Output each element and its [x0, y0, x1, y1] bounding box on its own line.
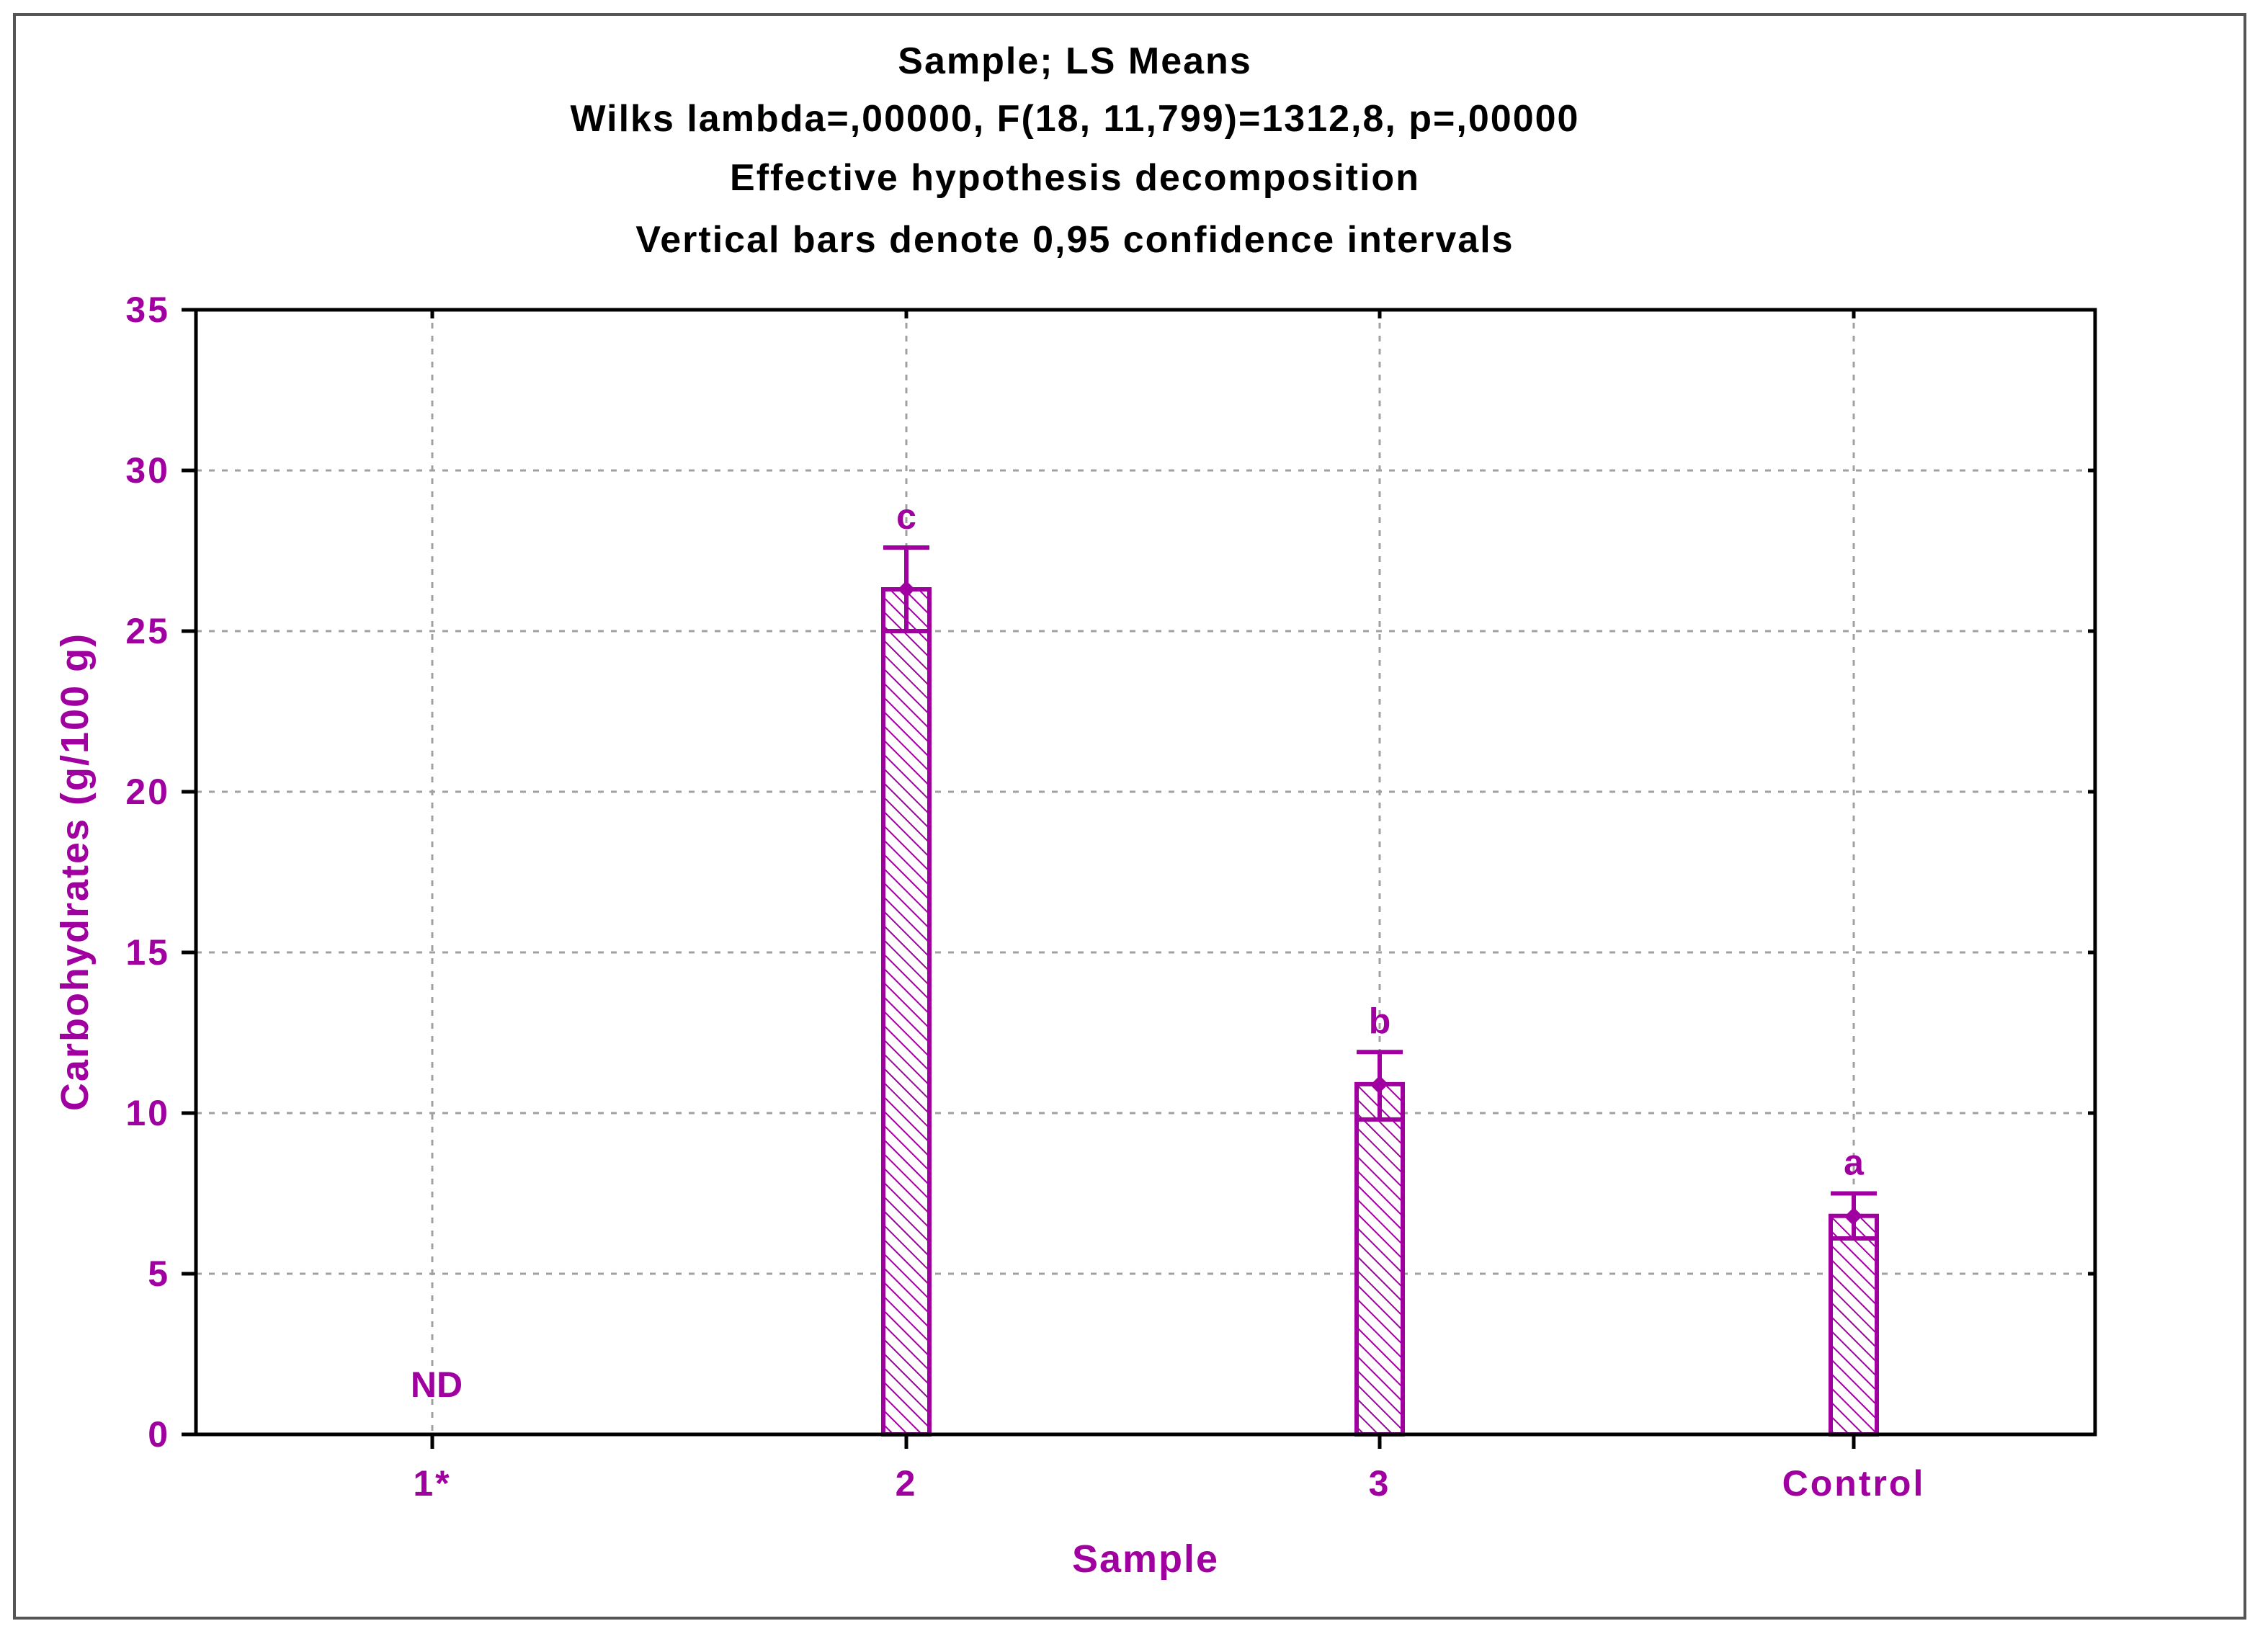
y-tick-label: 10 — [125, 1093, 170, 1133]
x-axis-title: Sample — [1072, 1537, 1219, 1581]
bar-annotation: c — [896, 496, 916, 537]
y-tick-label: 35 — [125, 290, 170, 330]
chart-canvas: Sample; LS Means Wilks lambda=,00000, F(… — [53, 40, 2097, 1581]
mean-marker — [898, 581, 915, 599]
x-tick-label: 2 — [896, 1463, 918, 1504]
mean-marker — [1845, 1207, 1862, 1225]
bar-annotation: b — [1369, 1001, 1391, 1041]
x-axis-tick-labels: 1* 2 3 Control — [413, 1463, 1926, 1504]
chart-frame: Sample; LS Means Wilks lambda=,00000, F(… — [13, 13, 2246, 1620]
y-axis-title: Carbohydrates (g/100 g) — [53, 633, 97, 1111]
confidence-intervals — [883, 545, 1877, 1241]
y-tick-label: 15 — [125, 932, 170, 973]
bar-annotations: ND c b a — [411, 496, 1865, 1405]
y-axis-tick-labels: 0 5 10 15 20 25 30 35 — [125, 290, 170, 1455]
bar-annotation-nd: ND — [411, 1365, 463, 1405]
chart-title: Sample; LS Means Wilks lambda=,00000, F(… — [571, 40, 1580, 261]
grid-lines — [196, 310, 2095, 1434]
plot-area-frame — [194, 308, 2097, 1437]
axis-ticks — [182, 308, 2095, 1449]
y-tick-label: 25 — [125, 611, 170, 651]
x-tick-label: Control — [1782, 1463, 1926, 1504]
y-tick-label: 5 — [148, 1254, 170, 1294]
x-tick-label: 3 — [1369, 1463, 1391, 1504]
bar — [1829, 1213, 1879, 1437]
chart-title-line-4: Vertical bars denote 0,95 confidence int… — [635, 219, 1514, 261]
y-tick-label: 0 — [148, 1414, 170, 1455]
chart-title-line-1: Sample; LS Means — [898, 40, 1251, 82]
chart-title-line-2: Wilks lambda=,00000, F(18, 11,799)=1312,… — [571, 98, 1580, 140]
y-tick-label: 20 — [125, 772, 170, 812]
x-tick-label: 1* — [413, 1463, 451, 1504]
bar-annotation: a — [1844, 1143, 1865, 1183]
chart-title-line-3: Effective hypothesis decomposition — [730, 157, 1420, 199]
mean-marker — [1371, 1075, 1388, 1093]
y-tick-label: 30 — [125, 450, 170, 491]
bar — [881, 587, 932, 1437]
bar — [1354, 1081, 1405, 1437]
